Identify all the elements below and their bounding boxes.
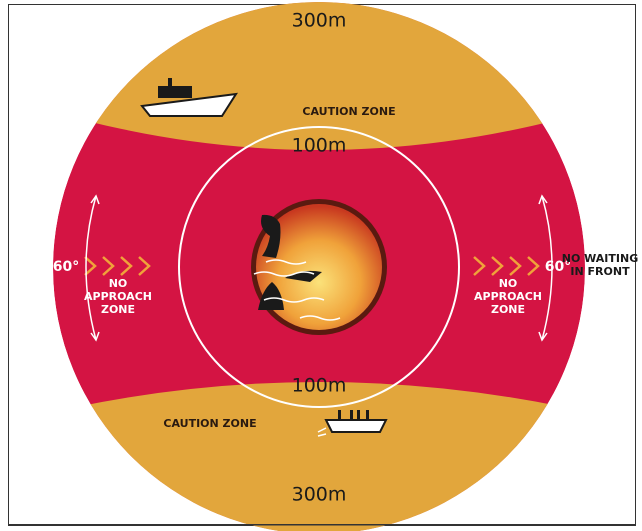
distance-label: 300m	[292, 484, 347, 506]
angle-label: 60°	[53, 259, 79, 275]
note-label: IN FRONT	[570, 265, 630, 278]
distance-label: 300m	[292, 10, 347, 32]
zone-label: CAUTION ZONE	[302, 105, 395, 118]
zone-label: ZONE	[491, 303, 525, 316]
distance-label: 100m	[292, 375, 347, 397]
note-label: NO WAITING	[562, 252, 638, 265]
zone-label: APPROACH	[84, 290, 152, 303]
zone-label: ZONE	[101, 303, 135, 316]
diagram: 300m CAUTION ZONE 100m 100m CAUTION ZONE…	[0, 0, 642, 531]
zone-label: CAUTION ZONE	[163, 417, 256, 430]
zone-label: APPROACH	[474, 290, 542, 303]
zone-label: NO	[109, 277, 128, 290]
frame-bottom	[9, 524, 636, 526]
page: {"top_zone": {"distance": "300m", "label…	[0, 0, 642, 531]
zone-label: NO	[499, 277, 518, 290]
distance-label: 100m	[292, 135, 347, 157]
